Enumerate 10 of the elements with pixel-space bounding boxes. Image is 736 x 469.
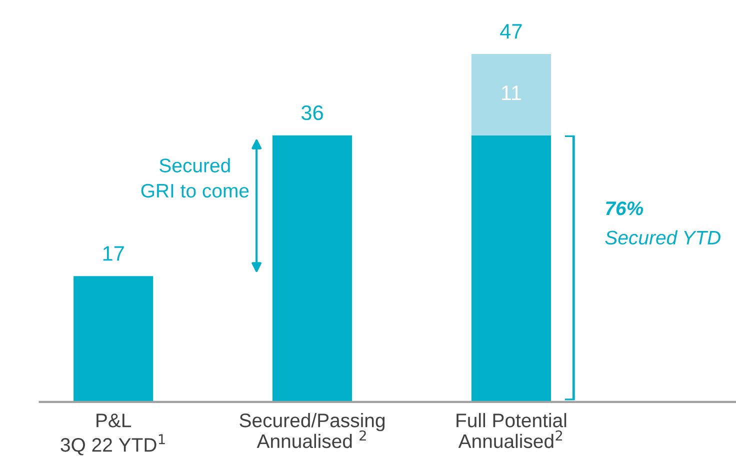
- x-tick-label: P&L 3Q 22 YTD$^{1}$: [60, 414, 165, 456]
- data-label: 17: [103, 246, 124, 261]
- x-tick-label: Full Potential Annualised$^{2}$: [456, 413, 566, 448]
- data-label: 36: [301, 105, 323, 120]
- annotation: 76%: [606, 201, 644, 216]
- x-tick-label: Secured/Passing Annualised $^{2}$: [240, 413, 385, 448]
- data-label: 11: [502, 86, 522, 100]
- annotation: Secured GRI to come: [141, 158, 249, 198]
- total-label: 47: [500, 24, 522, 39]
- annotation: Secured YTD: [605, 230, 720, 245]
